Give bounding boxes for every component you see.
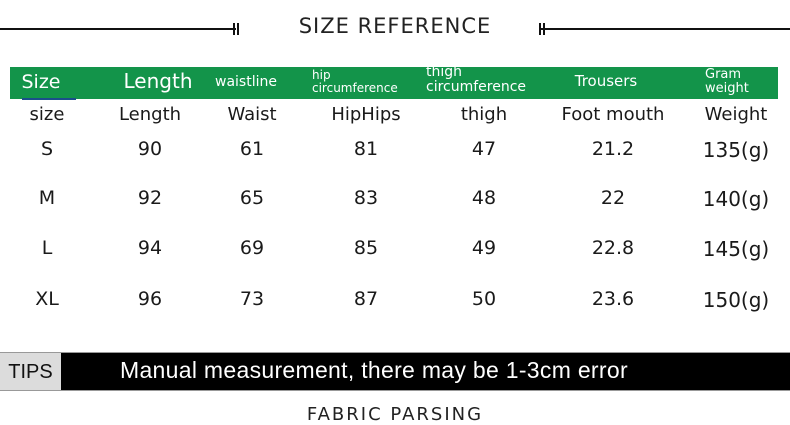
table-cell: XL <box>35 288 59 310</box>
table-cell: 92 <box>137 187 163 209</box>
table-cell: 21.2 <box>591 138 635 160</box>
column-header: Foot mouth <box>561 104 665 125</box>
column-header: Waist <box>227 104 277 125</box>
table-cell: 145(g) <box>702 237 770 261</box>
green-header-size: Size <box>21 71 61 93</box>
column-header: Length <box>118 104 182 125</box>
title-rule-left-tick <box>233 23 235 35</box>
table-cell: 83 <box>353 187 379 209</box>
size-underline <box>22 98 76 100</box>
table-cell: 135(g) <box>702 138 770 162</box>
table-cell: 50 <box>471 288 497 310</box>
tips-text: Manual measurement, there may be 1-3cm e… <box>120 357 628 383</box>
table-cell: 22 <box>600 187 626 209</box>
table-cell: 81 <box>353 138 379 160</box>
green-header-waistline: waistline <box>215 74 277 90</box>
table-cell: S <box>40 138 54 160</box>
title-rule-left <box>0 28 236 30</box>
tips-bar <box>0 352 790 391</box>
table-cell: 23.6 <box>591 288 635 310</box>
title-rule-left-tick <box>237 23 239 35</box>
table-cell: M <box>38 187 56 209</box>
table-cell: 49 <box>471 237 497 259</box>
table-cell: 85 <box>353 237 379 259</box>
table-cell: 69 <box>239 237 265 259</box>
column-header: size <box>29 104 65 125</box>
column-header: Weight <box>704 104 768 125</box>
table-cell: 48 <box>471 187 497 209</box>
table-cell: 150(g) <box>702 288 770 312</box>
table-cell: 61 <box>239 138 265 160</box>
green-header-length: Length <box>123 69 193 93</box>
table-cell: 96 <box>137 288 163 310</box>
green-header-trousers: Trousers <box>574 72 638 90</box>
table-cell: 65 <box>239 187 265 209</box>
green-header-hip: hip circumference <box>312 68 398 96</box>
table-cell: L <box>41 237 53 259</box>
column-header: HipHips <box>331 104 401 125</box>
table-cell: 47 <box>471 138 497 160</box>
title-rule-right <box>541 28 790 30</box>
page-title: SIZE REFERENCE <box>298 14 492 38</box>
table-cell: 87 <box>353 288 379 310</box>
next-section-title: FABRIC PARSING <box>306 404 484 425</box>
green-header-thigh: thigh circumference <box>426 64 527 95</box>
title-rule-right-tick <box>539 23 541 35</box>
table-cell: 140(g) <box>702 187 770 211</box>
green-header-weight: Gram weight <box>705 67 749 97</box>
table-cell: 73 <box>239 288 265 310</box>
table-cell: 94 <box>137 237 163 259</box>
tips-label: TIPS <box>0 352 61 391</box>
table-cell: 90 <box>137 138 163 160</box>
column-header: thigh <box>460 104 508 125</box>
table-cell: 22.8 <box>591 237 635 259</box>
green-header-bar <box>10 67 778 99</box>
